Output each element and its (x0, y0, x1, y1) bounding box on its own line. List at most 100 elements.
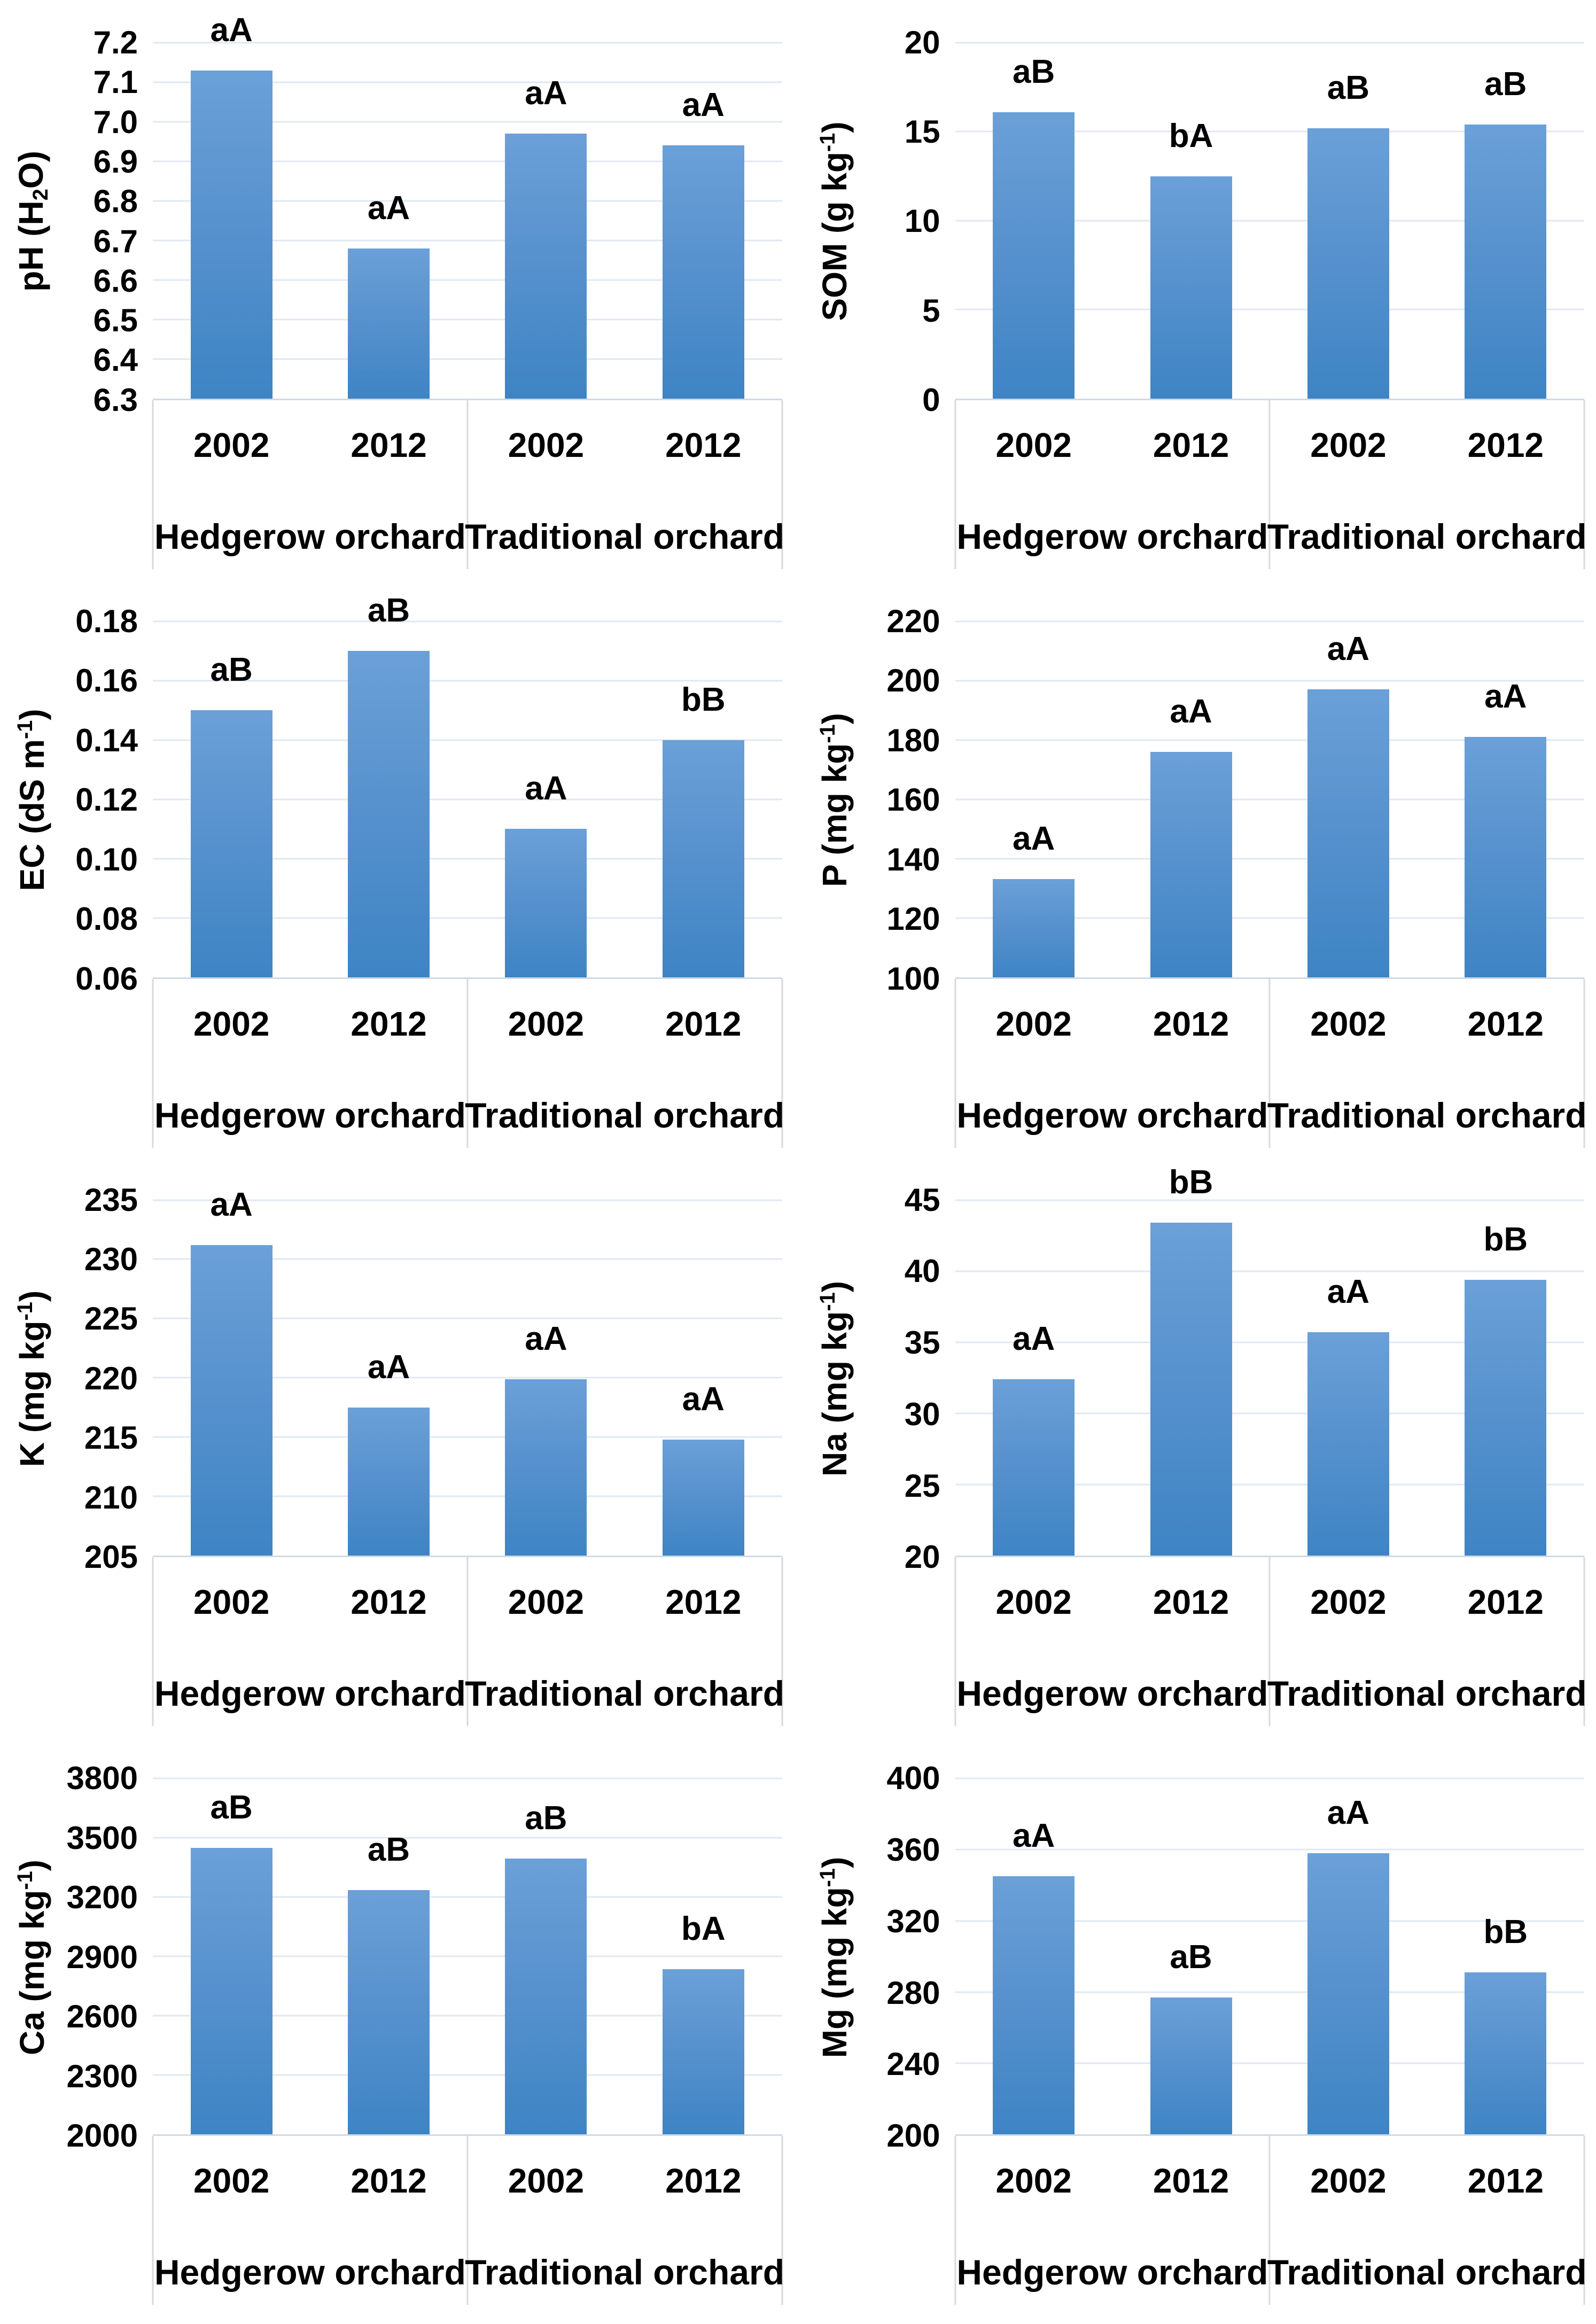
y-axis-ticks: 3800 3500 3200 2900 2600 2300 2000 (57, 1762, 153, 2152)
gridline (153, 917, 782, 919)
y-axis-title-part: ) (815, 1856, 854, 1868)
y-tick-label: 0 (922, 382, 940, 418)
x-tick-year: 2012 (1467, 425, 1544, 464)
gridline (955, 680, 1584, 682)
bar-traditional-2002 (505, 1859, 587, 2134)
gridline (955, 1199, 1584, 1201)
x-tick-year: 2002 (995, 1004, 1072, 1043)
bar-traditional-2002 (1307, 1332, 1389, 1556)
x-tick-year: 2002 (508, 2162, 585, 2200)
y-tick-label: 6.7 (93, 223, 138, 259)
x-group-label: Traditional orchard (1267, 1095, 1587, 1135)
significance-label-traditional-2002: aA (1327, 631, 1370, 668)
significance-label-hedgerow-2012: aB (1170, 1938, 1212, 1976)
bar-traditional-2012 (662, 145, 744, 399)
y-axis-ticks: 220 200 180 160 140 120 100 (859, 605, 955, 994)
category-axis-border (1268, 400, 1271, 569)
category-axis-border (781, 400, 783, 569)
x-tick-year: 2002 (508, 1583, 585, 1622)
y-tick-label: 160 (886, 782, 940, 818)
bar-hedgerow-2012 (348, 1407, 430, 1556)
x-tick-year: 2012 (665, 1004, 742, 1043)
x-group-label: Hedgerow orchard (956, 1095, 1268, 1135)
y-axis-title-part: Ca (mg kg (13, 1890, 51, 2055)
category-axis: 2002 2012 2002 2012 Hedgerow orchard Traditio… (152, 2136, 785, 2308)
bar-hedgerow-2002 (190, 1847, 273, 2134)
y-tick-label: 3800 (66, 1760, 138, 1797)
category-axis-border (466, 400, 469, 569)
y-axis-title-part: -1 (815, 133, 839, 152)
bar-hedgerow-2002 (993, 112, 1075, 399)
bar-traditional-2002 (1307, 128, 1389, 399)
significance-label-traditional-2012: aB (1484, 66, 1527, 103)
x-group-label: Hedgerow orchard (956, 516, 1268, 556)
x-group-label: Traditional orchard (465, 1095, 785, 1135)
plot-area: aB aB aB bA (153, 1777, 782, 2136)
bar-hedgerow-2012 (348, 1890, 430, 2134)
category-axis-border (781, 978, 783, 1148)
y-tick-label: 2300 (66, 2058, 138, 2094)
x-tick-year: 2002 (995, 2162, 1072, 2200)
plot-area: aB aB aA bB (153, 594, 782, 979)
significance-label-traditional-2002: aA (1327, 1794, 1370, 1832)
bar-traditional-2012 (1465, 737, 1547, 977)
y-axis-title-part: 2 (28, 189, 52, 201)
gridline (153, 121, 782, 123)
category-axis-border (954, 1557, 956, 1727)
y-axis-ticks: 400 360 320 280 240 200 (859, 1762, 955, 2152)
gridline (153, 1777, 782, 1779)
significance-label-hedgerow-2002: aB (210, 1789, 253, 1826)
x-tick-year: 2012 (665, 1583, 742, 1622)
group-labels-row: Hedgerow orchard Traditional orchard (955, 2215, 1586, 2308)
y-axis-title-text: pH (H2O) (11, 151, 53, 292)
x-group-label: Hedgerow orchard (154, 2252, 466, 2292)
y-tick-label: 200 (886, 2118, 940, 2154)
x-group-label: Hedgerow orchard (154, 516, 466, 556)
x-group-label: Traditional orchard (465, 1674, 785, 1714)
year-labels-row: 2002 2012 2002 2012 (153, 1557, 782, 1636)
bar-traditional-2002 (505, 829, 587, 977)
y-tick-label: 30 (904, 1396, 940, 1432)
x-tick-year: 2002 (1310, 2162, 1387, 2200)
category-axis-border (1583, 2136, 1585, 2305)
category-axis-border (954, 400, 956, 569)
gridline (955, 220, 1584, 222)
significance-label-traditional-2012: aA (682, 1380, 725, 1418)
significance-label-hedgerow-2012: bA (1169, 117, 1213, 154)
category-axis-border (152, 2136, 154, 2305)
significance-label-traditional-2002: aA (525, 1320, 567, 1357)
x-tick-year: 2012 (1153, 1583, 1229, 1622)
bar-traditional-2012 (662, 1439, 744, 1556)
gridline (153, 1199, 782, 1201)
x-group-label: Traditional orchard (465, 2252, 785, 2292)
y-tick-label: 0.06 (75, 960, 138, 997)
significance-label-hedgerow-2002: aB (210, 651, 253, 689)
y-tick-label: 140 (886, 841, 940, 877)
y-axis-title-part: -1 (13, 1302, 37, 1321)
bar-traditional-2012 (1465, 125, 1547, 399)
y-tick-label: 7.1 (93, 64, 138, 100)
y-axis-title: SOM (g kg-1) (810, 43, 859, 400)
category-axis-border (466, 978, 469, 1148)
y-axis-title: Ca (mg kg-1) (7, 1778, 57, 2136)
gridline (153, 798, 782, 800)
x-tick-year: 2002 (1310, 1004, 1387, 1043)
chart-mg: Mg (mg kg-1) 400 360 320 280 240 200 aA aB aA bB 20… (810, 1743, 1587, 2308)
y-axis-ticks: 0.18 0.16 0.14 0.12 0.10 0.08 0.06 (57, 605, 153, 994)
y-tick-label: 205 (84, 1539, 138, 1575)
y-axis-title-part: Na (mg kg (815, 1311, 854, 1476)
significance-label-hedgerow-2002: aA (210, 1186, 253, 1223)
y-tick-label: 0.10 (75, 841, 138, 877)
year-labels-row: 2002 2012 2002 2012 (955, 979, 1585, 1058)
group-labels-row: Hedgerow orchard Traditional orchard (153, 1636, 785, 1729)
y-axis-title-text: Ca (mg kg-1) (12, 1860, 52, 2055)
y-tick-label: 35 (904, 1325, 940, 1361)
gridline (955, 1483, 1584, 1486)
y-axis-ticks: 20 15 10 5 0 (859, 27, 955, 416)
gridline (153, 1258, 782, 1260)
y-tick-label: 120 (886, 901, 940, 937)
category-axis-border (1583, 978, 1585, 1148)
y-axis-title-part: -1 (815, 724, 839, 743)
x-tick-year: 2012 (351, 1004, 427, 1043)
